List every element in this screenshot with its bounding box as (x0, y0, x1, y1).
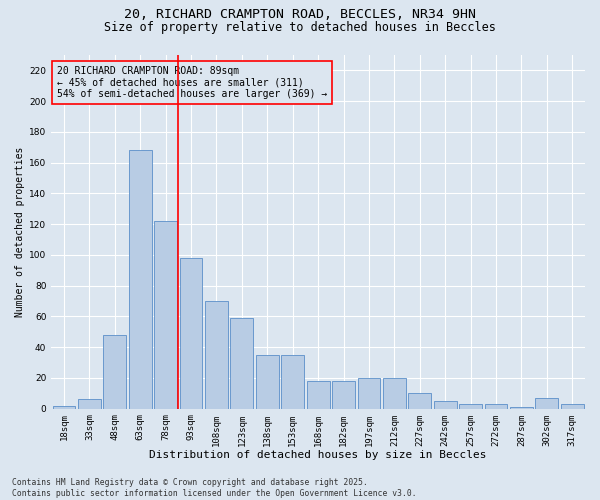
Bar (205, 301, 228, 408)
Bar (383, 378, 406, 408)
Text: Contains HM Land Registry data © Crown copyright and database right 2025.
Contai: Contains HM Land Registry data © Crown c… (12, 478, 416, 498)
Y-axis label: Number of detached properties: Number of detached properties (15, 146, 25, 317)
Bar (332, 381, 355, 408)
Bar (307, 381, 329, 408)
Bar (103, 335, 126, 408)
Bar (53, 406, 76, 408)
X-axis label: Distribution of detached houses by size in Beccles: Distribution of detached houses by size … (149, 450, 487, 460)
Bar (409, 394, 431, 408)
Bar (459, 404, 482, 408)
Bar (434, 401, 457, 408)
Text: 20 RICHARD CRAMPTON ROAD: 89sqm
← 45% of detached houses are smaller (311)
54% o: 20 RICHARD CRAMPTON ROAD: 89sqm ← 45% of… (56, 66, 327, 99)
Bar (561, 404, 584, 408)
Bar (179, 258, 202, 408)
Bar (256, 355, 279, 408)
Bar (129, 150, 152, 408)
Bar (485, 404, 508, 408)
Bar (230, 318, 253, 408)
Bar (358, 378, 380, 408)
Bar (535, 398, 559, 408)
Text: Size of property relative to detached houses in Beccles: Size of property relative to detached ho… (104, 21, 496, 34)
Bar (281, 355, 304, 408)
Bar (78, 400, 101, 408)
Text: 20, RICHARD CRAMPTON ROAD, BECCLES, NR34 9HN: 20, RICHARD CRAMPTON ROAD, BECCLES, NR34… (124, 8, 476, 20)
Bar (510, 407, 533, 408)
Bar (154, 221, 177, 408)
